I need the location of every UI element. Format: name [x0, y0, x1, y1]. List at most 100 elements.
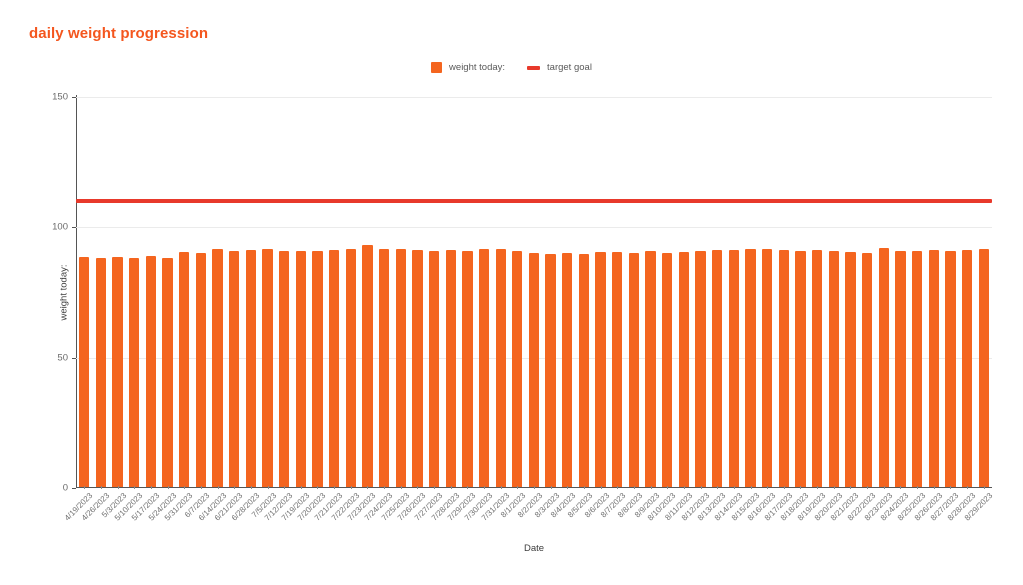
bar[interactable] — [129, 257, 140, 487]
bar[interactable] — [728, 249, 739, 487]
y-axis-tick-mark — [72, 97, 76, 98]
bar[interactable] — [612, 251, 623, 487]
x-axis-tick-mark — [617, 486, 619, 489]
x-axis-tick-mark — [650, 486, 652, 489]
x-axis-tick-mark — [467, 486, 469, 489]
bar[interactable] — [229, 250, 240, 487]
bar[interactable] — [362, 244, 373, 487]
page-title: daily weight progression — [29, 25, 209, 42]
y-axis-tick-label: 0 — [62, 482, 68, 494]
bar[interactable] — [462, 250, 473, 487]
y-axis-title-text: weight today: — [58, 264, 70, 321]
legend-item-weight-today[interactable]: weight today: — [431, 62, 505, 73]
x-axis-tick-mark — [733, 486, 735, 489]
x-axis-tick-mark — [350, 486, 352, 489]
bar[interactable] — [662, 253, 673, 487]
bar[interactable] — [745, 249, 756, 487]
bar[interactable] — [145, 256, 157, 487]
bar[interactable] — [911, 251, 923, 487]
bar[interactable] — [245, 249, 257, 487]
bar[interactable] — [895, 250, 906, 487]
x-axis-tick-mark — [317, 486, 319, 489]
bar[interactable] — [495, 248, 506, 487]
x-axis-tick-mark — [950, 486, 952, 489]
bar[interactable] — [861, 253, 873, 487]
x-axis-tick-mark — [933, 486, 935, 489]
bar[interactable] — [678, 251, 690, 487]
bar[interactable] — [195, 253, 207, 487]
y-axis-tick-label: 100 — [52, 221, 68, 233]
bar[interactable] — [412, 250, 423, 487]
bar[interactable] — [712, 250, 723, 487]
x-axis-tick-labels: 4/19/2023 4/26/2023 5/3/2023 5/10/2023 5/17/… — [63, 486, 994, 543]
chart-legend: weight today: target goal — [0, 62, 1023, 73]
x-axis-tick-mark — [517, 486, 519, 489]
bar[interactable] — [512, 250, 523, 487]
x-axis-tick-mark — [300, 486, 302, 489]
bar[interactable] — [978, 248, 989, 487]
bar[interactable] — [811, 249, 823, 487]
bar[interactable] — [79, 256, 90, 487]
x-axis-tick-mark — [633, 486, 635, 489]
bar[interactable] — [628, 252, 640, 487]
bar[interactable] — [762, 248, 773, 487]
bar[interactable] — [112, 257, 123, 487]
x-axis-tick-mark — [234, 486, 236, 489]
bar[interactable] — [312, 251, 323, 487]
bar[interactable] — [279, 251, 290, 487]
x-axis-tick-mark — [967, 486, 969, 489]
bar[interactable] — [295, 250, 306, 487]
bar[interactable] — [878, 248, 889, 487]
bar[interactable] — [778, 249, 789, 487]
bar[interactable] — [445, 250, 456, 487]
bar[interactable] — [378, 248, 390, 487]
bar[interactable] — [212, 248, 223, 487]
bar[interactable] — [828, 250, 839, 487]
bar[interactable] — [795, 250, 806, 487]
x-axis-tick-mark — [184, 486, 186, 489]
bar[interactable] — [645, 251, 656, 487]
x-axis-tick-mark — [850, 486, 852, 489]
x-axis-tick-mark — [284, 486, 286, 489]
bar-series — [76, 97, 992, 487]
legend-item-target-goal[interactable]: target goal — [527, 62, 592, 73]
x-axis-tick-mark — [167, 486, 169, 489]
x-axis-tick-mark — [833, 486, 835, 489]
x-axis-tick-mark — [150, 486, 152, 489]
bar[interactable] — [695, 250, 706, 487]
y-axis-tick-label: 50 — [57, 352, 68, 364]
bar[interactable] — [578, 253, 590, 487]
bar[interactable] — [478, 249, 490, 487]
x-axis-tick-mark — [683, 486, 685, 489]
x-axis-tick-mark — [500, 486, 502, 489]
x-axis-tick-mark — [717, 486, 719, 489]
bar[interactable] — [262, 249, 273, 487]
bar[interactable] — [928, 249, 939, 487]
x-axis-tick-mark — [384, 486, 386, 489]
bar[interactable] — [162, 258, 173, 487]
bar[interactable] — [428, 250, 440, 487]
bar[interactable] — [528, 252, 540, 487]
x-axis-tick-mark — [367, 486, 369, 489]
bar[interactable] — [945, 250, 956, 487]
bar[interactable] — [545, 253, 556, 487]
bar[interactable] — [345, 249, 356, 487]
x-axis-tick-mark — [900, 486, 902, 489]
x-axis-tick-mark — [883, 486, 885, 489]
bar[interactable] — [328, 250, 340, 487]
bar[interactable] — [595, 252, 606, 487]
bar[interactable] — [179, 251, 190, 487]
y-axis-tick-label: 150 — [52, 91, 68, 103]
bar[interactable] — [961, 250, 973, 487]
bar[interactable] — [95, 257, 107, 487]
bar[interactable] — [562, 253, 573, 487]
bar[interactable] — [395, 249, 406, 487]
x-axis-tick-mark — [84, 486, 86, 489]
x-axis-tick-mark — [434, 486, 436, 489]
x-axis-tick-mark — [117, 486, 119, 489]
y-axis-tick-mark — [72, 357, 76, 359]
x-axis-tick-mark — [767, 486, 769, 489]
x-axis-tick-mark — [817, 486, 819, 489]
bar[interactable] — [845, 251, 856, 487]
